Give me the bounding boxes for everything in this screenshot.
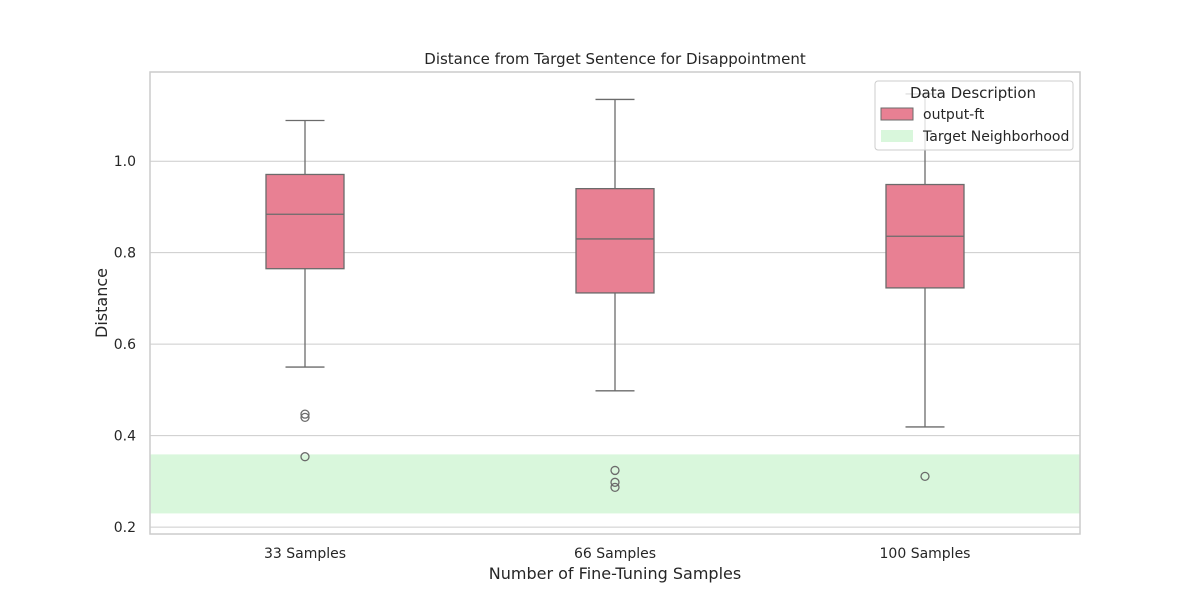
legend-label-output-ft: output-ft <box>923 107 985 123</box>
chart-title: Distance from Target Sentence for Disapp… <box>424 50 806 68</box>
iqr-box <box>575 187 655 294</box>
plot-frame <box>149 71 1081 535</box>
outlier-point <box>300 452 310 462</box>
outlier-point <box>300 412 310 423</box>
legend: Data Description output-ft Target Neighb… <box>874 80 1074 151</box>
legend-swatch-target-neighborhood <box>881 130 913 142</box>
y-tick-label: 0.6 <box>114 337 136 353</box>
y-tick-label: 0.4 <box>114 429 136 445</box>
legend-swatch-output-ft <box>880 107 914 121</box>
x-axis-ticks: 33 Samples 66 Samples 100 Samples <box>264 546 971 562</box>
plot-area <box>149 71 1081 535</box>
outlier-point <box>920 471 930 482</box>
y-tick-label: 0.8 <box>114 246 136 262</box>
outlier-point <box>610 465 620 476</box>
legend-title: Data Description <box>910 84 1036 102</box>
legend-label-target-neighborhood: Target Neighborhood <box>922 129 1069 145</box>
outlier-point <box>300 409 310 419</box>
x-tick-label: 33 Samples <box>264 546 346 562</box>
box-group <box>575 98 655 492</box>
box-group <box>265 119 345 462</box>
legend-frame <box>874 80 1074 151</box>
y-axis-label: Distance <box>92 268 111 338</box>
box-group <box>885 93 965 482</box>
outlier-point <box>610 477 620 487</box>
x-tick-label: 66 Samples <box>574 546 656 562</box>
y-tick-label: 0.2 <box>114 520 136 536</box>
y-tick-label: 1.0 <box>114 154 136 170</box>
outlier-point <box>610 482 620 492</box>
x-axis-label: Number of Fine-Tuning Samples <box>489 564 741 583</box>
x-tick-label: 100 Samples <box>880 546 971 562</box>
y-axis-ticks: 0.2 0.4 0.6 0.8 1.0 <box>114 154 136 536</box>
iqr-box <box>265 173 345 270</box>
